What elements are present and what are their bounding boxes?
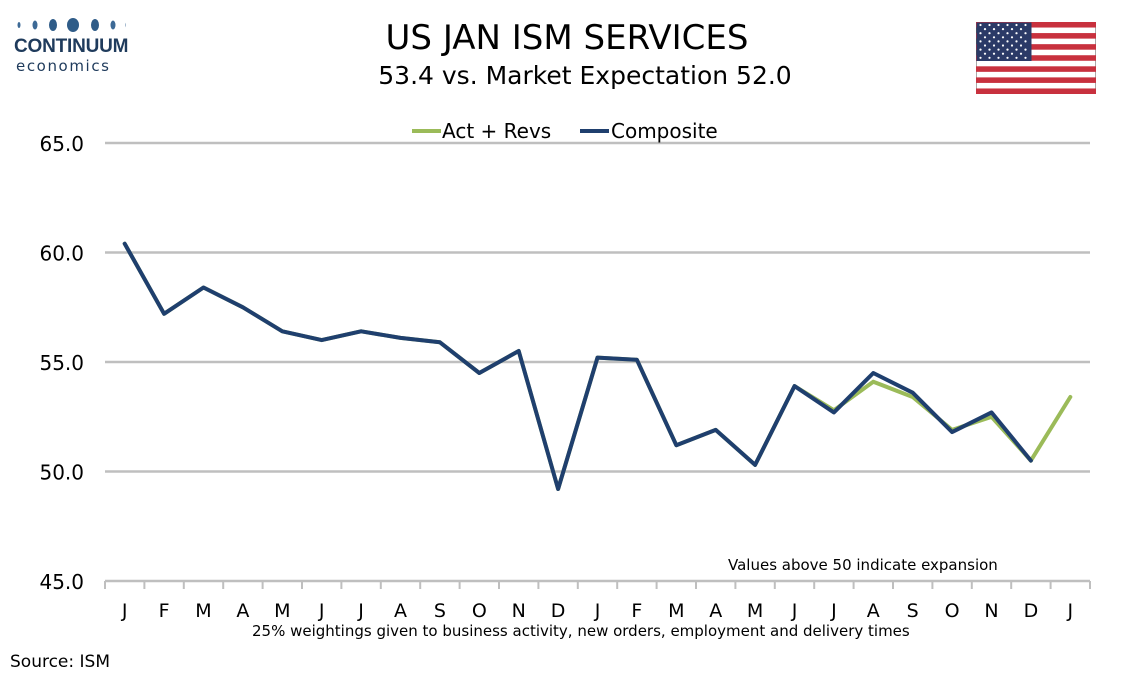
- x-tick-label: S: [434, 600, 446, 622]
- x-tick-label: M: [668, 600, 684, 622]
- series-lines: [122, 241, 1073, 491]
- logo-brand: CONTINUUM: [14, 36, 129, 57]
- x-tick-label: A: [867, 600, 880, 622]
- expansion-annotation: Values above 50 indicate expansion: [728, 556, 998, 574]
- y-tick-label: 55.0: [39, 351, 84, 375]
- x-tick-label: J: [830, 600, 837, 622]
- y-tick-label: 45.0: [39, 570, 84, 594]
- y-tick-label: 65.0: [39, 132, 84, 156]
- x-tick-label: M: [747, 600, 763, 622]
- x-tick-label: J: [791, 600, 798, 622]
- x-tick-label: D: [551, 600, 566, 622]
- x-tick-label: S: [907, 600, 919, 622]
- x-tick-label: J: [594, 600, 601, 622]
- x-tick-label: A: [709, 600, 722, 622]
- y-tick-label: 50.0: [39, 461, 84, 485]
- legend-label: Act + Revs: [442, 119, 551, 143]
- us-flag-icon: [976, 22, 1096, 94]
- gridlines: [105, 141, 1090, 473]
- weighting-footnote: 25% weightings given to business activit…: [252, 622, 910, 640]
- y-tick-label: 60.0: [39, 242, 84, 266]
- continuum-logo: CONTINUUM economics: [14, 14, 134, 78]
- logo-sub: economics: [16, 57, 111, 75]
- series-line-act-revs: [122, 241, 1073, 491]
- x-tick-label: A: [236, 600, 249, 622]
- chart-title: US JAN ISM SERVICES: [385, 18, 749, 58]
- source-note: Source: ISM: [10, 652, 110, 672]
- series-line-composite: [122, 241, 1033, 491]
- logo-dots-icon: [17, 18, 126, 32]
- x-tick-label: D: [1024, 600, 1039, 622]
- x-tick-label: A: [394, 600, 407, 622]
- x-tick-label: O: [945, 600, 960, 622]
- legend: Act + Revs Composite: [412, 119, 718, 143]
- x-tick-label: J: [357, 600, 364, 622]
- x-tick-label: M: [195, 600, 211, 622]
- x-tick-label: J: [318, 600, 325, 622]
- x-tick-label: F: [631, 600, 642, 622]
- x-tick-label: J: [1066, 600, 1073, 622]
- x-tick-label: N: [984, 600, 998, 622]
- x-tick-label: M: [274, 600, 290, 622]
- x-axis: [104, 579, 1091, 589]
- legend-label: Composite: [611, 119, 718, 143]
- x-tick-label: J: [121, 600, 128, 622]
- x-tick-label: O: [472, 600, 487, 622]
- x-tick-label: F: [159, 600, 170, 622]
- y-axis: 45.0 50.0 55.0 60.0 65.0: [39, 132, 84, 594]
- x-tick-label: N: [512, 600, 526, 622]
- chart-subtitle: 53.4 vs. Market Expectation 52.0: [378, 61, 792, 90]
